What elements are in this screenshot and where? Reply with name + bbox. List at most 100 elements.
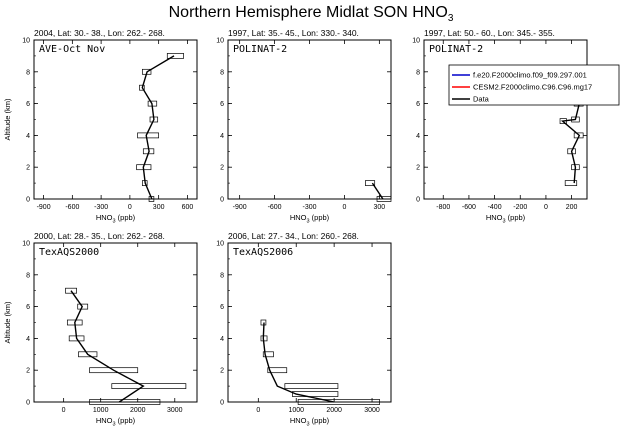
y-tick-label: 10 — [216, 38, 224, 45]
legend: f.e20.F2000climo.f09_f09.297.001 CESM2.F2… — [448, 64, 620, 106]
y-tick-label: 8 — [26, 272, 30, 279]
panel-frame — [33, 39, 198, 200]
x-tick-label: 0 — [256, 407, 260, 414]
x-label-part: HNO — [96, 416, 113, 425]
x-axis-label: HNO3 (ppb) — [486, 213, 526, 225]
x-axis-label: HNO3 (ppb) — [96, 213, 136, 225]
panel-annotation: TexAQS2000 — [39, 247, 99, 258]
panel-frame — [33, 242, 198, 403]
x-tick-label: 2000 — [130, 407, 146, 414]
y-tick-label: 4 — [26, 133, 30, 140]
legend-label: f.e20.F2000climo.f09_f09.297.001 — [473, 71, 587, 80]
panel-subtitle: 2004, Lat: 30.- 38., Lon: 262.- 268. — [34, 28, 165, 38]
y-tick-label: 4 — [416, 133, 420, 140]
data-range-box — [267, 367, 288, 374]
x-tick-label: -200 — [513, 204, 527, 211]
x-tick-label: 0 — [342, 204, 346, 211]
x-tick-label: -900 — [37, 204, 51, 211]
panel-annotation: AVE-Oct Nov — [39, 44, 105, 55]
y-tick-label: 10 — [22, 241, 30, 248]
x-tick-label: 1000 — [288, 407, 304, 414]
data-line — [262, 322, 335, 403]
y-tick-label: 8 — [416, 69, 420, 76]
x-tick-label: 2000 — [326, 407, 342, 414]
x-tick-label: -300 — [94, 204, 108, 211]
panel-1: 2004, Lat: 30.- 38., Lon: 262.- 268. AVE-… — [3, 28, 198, 225]
data-range-box — [137, 132, 159, 139]
panel-annotation: TexAQS2006 — [233, 247, 293, 258]
y-tick-label: 10 — [216, 241, 224, 248]
x-tick-label: 200 — [566, 204, 578, 211]
x-tick-label: 3000 — [167, 407, 183, 414]
x-label-subscript: 3 — [503, 219, 506, 225]
y-tick-label: 6 — [416, 101, 420, 108]
y-tick-label: 0 — [26, 197, 30, 204]
x-tick-label: -600 — [268, 204, 282, 211]
main-title: Northern Hemisphere Midlat SON HNO3 — [169, 4, 454, 24]
x-label-unit: (ppb) — [310, 213, 330, 222]
data-range-box — [166, 53, 184, 59]
data-range-box — [564, 180, 578, 186]
y-tick-label: 2 — [416, 165, 420, 172]
x-tick-label: 300 — [374, 204, 386, 211]
y-tick-label: 8 — [26, 69, 30, 76]
panel-subtitle: 1997, Lat: 35.- 45., Lon: 330.- 340. — [228, 28, 359, 38]
y-tick-label: 8 — [220, 272, 224, 279]
data-range-box — [139, 84, 145, 91]
data-range-box — [292, 391, 339, 397]
legend-label: Data — [473, 95, 490, 104]
data-line — [371, 182, 384, 200]
x-label-part: HNO — [486, 213, 503, 222]
x-tick-label: -900 — [233, 204, 247, 211]
y-tick-label: 6 — [220, 101, 224, 108]
data-range-box — [284, 383, 339, 389]
y-tick-label: 4 — [26, 336, 30, 343]
main-title-subscript: 3 — [448, 13, 454, 24]
panel-3: 1997, Lat: 50.- 60., Lon: 345.- 355. POLI… — [412, 28, 588, 225]
y-tick-label: 0 — [220, 400, 224, 407]
legend-label: CESM2.F2000climo.C96.C96.mg17 — [473, 83, 592, 92]
x-tick-label: 0 — [62, 407, 66, 414]
y-tick-label: 2 — [220, 368, 224, 375]
panel-annotation: POLINAT-2 — [233, 44, 287, 55]
x-axis-label: HNO3 (ppb) — [290, 213, 330, 225]
y-tick-label: 0 — [220, 197, 224, 204]
legend-box — [448, 64, 620, 106]
panel-subtitle: 2000, Lat: 28.- 35., Lon: 262.- 268. — [34, 231, 165, 241]
y-tick-label: 2 — [26, 368, 30, 375]
data-line — [141, 55, 175, 200]
x-axis-label: HNO3 (ppb) — [290, 416, 330, 428]
x-label-unit: (ppb) — [310, 416, 330, 425]
data-range-box — [376, 196, 392, 202]
x-tick-label: 0 — [128, 204, 132, 211]
x-label-subscript: 3 — [307, 422, 310, 428]
panel-4: 2000, Lat: 28.- 35., Lon: 262.- 268. TexA… — [3, 231, 198, 428]
y-tick-label: 10 — [412, 38, 420, 45]
x-tick-label: -600 — [65, 204, 79, 211]
x-label-subscript: 3 — [307, 219, 310, 225]
x-tick-label: -300 — [302, 204, 316, 211]
data-range-box — [77, 303, 89, 310]
y-tick-label: 6 — [220, 304, 224, 311]
x-label-subscript: 3 — [113, 422, 116, 428]
x-label-part: HNO — [290, 213, 307, 222]
panel-2: 1997, Lat: 35.- 45., Lon: 330.- 340. POLI… — [216, 28, 392, 225]
x-label-subscript: 3 — [113, 219, 116, 225]
panel-frame — [423, 39, 588, 200]
y-tick-label: 6 — [26, 304, 30, 311]
x-axis-label: HNO3 (ppb) — [96, 416, 136, 428]
x-tick-label: -400 — [488, 204, 502, 211]
data-range-box — [262, 351, 274, 358]
x-tick-label: 600 — [182, 204, 194, 211]
data-line — [70, 290, 145, 403]
main-title-text: Northern Hemisphere Midlat SON HNO — [169, 4, 448, 21]
data-range-box — [89, 399, 161, 405]
x-label-part: HNO — [290, 416, 307, 425]
data-range-box — [365, 180, 376, 186]
x-label-unit: (ppb) — [116, 213, 136, 222]
panel-frame — [227, 39, 392, 200]
x-tick-label: -600 — [462, 204, 476, 211]
x-tick-label: 1000 — [93, 407, 109, 414]
y-tick-label: 6 — [26, 101, 30, 108]
